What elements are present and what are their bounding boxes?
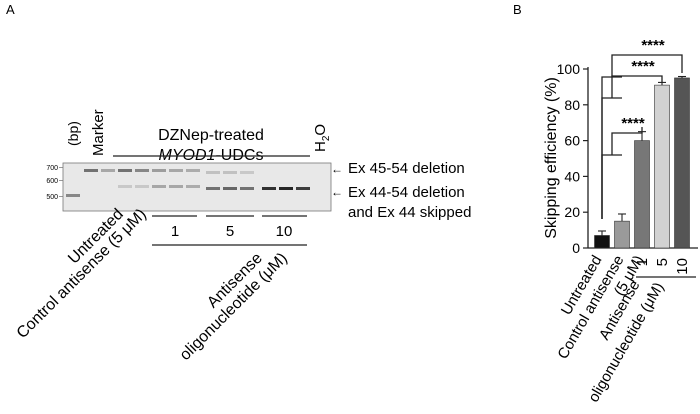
significance-bracket — [601, 54, 683, 219]
h2o-h: H — [312, 141, 329, 152]
gel-band — [240, 187, 254, 190]
gel-band — [118, 185, 132, 188]
bp-label: (bp) — [65, 121, 81, 146]
y-tick-100: 100 — [557, 61, 581, 77]
y-tick-0: 0 — [572, 240, 580, 256]
gel-band — [206, 171, 220, 174]
bar-3 — [654, 84, 670, 249]
treatment-line1: DZNep-treated — [158, 127, 264, 144]
bar-0 — [594, 235, 610, 249]
dose-label-10: 10 — [276, 223, 293, 240]
y-tick-60: 60 — [564, 133, 580, 149]
ladder-tick-700: 700 — [46, 165, 58, 172]
band-label-2a: Ex 44-54 deletion — [348, 184, 465, 201]
gel-band — [296, 187, 310, 190]
h2o-label: H2O — [312, 124, 332, 152]
gel-band — [152, 169, 166, 172]
y-tick-80: 80 — [564, 97, 580, 113]
group-label-line2: oligonucleotide (μM) — [177, 250, 291, 364]
h2o-o: O — [312, 124, 329, 136]
dose-label-1: 1 — [171, 223, 179, 240]
significance-label: **** — [641, 37, 665, 54]
gel-band — [206, 187, 220, 190]
gel-band — [169, 169, 183, 172]
gel-band — [135, 169, 149, 172]
dose-label-5: 5 — [226, 223, 234, 240]
gel-band — [186, 169, 200, 172]
dose-tick-1: 1 — [634, 258, 651, 266]
panel-a-label: A — [6, 2, 15, 17]
gel-band — [152, 185, 166, 188]
bar-series — [594, 75, 690, 249]
significance-label: **** — [631, 58, 655, 75]
ladder-tick-labels: 700 600 500 — [46, 165, 63, 201]
gel-band — [118, 169, 132, 172]
gel-band — [223, 171, 237, 174]
dose-tick-5: 5 — [654, 258, 671, 266]
panel-b-label: B — [513, 2, 522, 17]
panel-a: A (bp) Marker DZNep-treated MYOD1-UDCs H… — [6, 2, 471, 364]
gel-band — [135, 185, 149, 188]
gel-band — [186, 185, 200, 188]
significance-label: **** — [621, 115, 645, 132]
h2o-sub: 2 — [321, 135, 332, 141]
significance-bracket — [601, 75, 663, 219]
y-tick-40: 40 — [564, 168, 580, 184]
gel-band — [84, 169, 98, 172]
gel-bands — [66, 169, 310, 197]
band-label-2b: and Ex 44 skipped — [348, 204, 471, 221]
gel-band — [169, 185, 183, 188]
band-label-1-arrow: ← — [331, 162, 343, 176]
panel-b: B Skipping efficiency (%) 0 20 40 60 80 100 *… — [513, 2, 698, 405]
band-label-2-arrow: ← — [331, 185, 343, 199]
marker-label: Marker — [90, 109, 107, 156]
gel-band — [223, 187, 237, 190]
gel-band — [66, 194, 80, 197]
dose-tick-10: 10 — [674, 258, 691, 275]
y-axis-title: Skipping efficiency (%) — [543, 77, 560, 239]
gel-band — [262, 187, 276, 190]
ladder-tick-600: 600 — [46, 178, 58, 185]
bar-1 — [614, 220, 630, 249]
y-tick-20: 20 — [564, 204, 580, 220]
bar-4 — [674, 77, 690, 249]
band-label-1: Ex 45-54 deletion — [348, 160, 465, 177]
bar-2 — [634, 140, 650, 249]
gel-band — [240, 171, 254, 174]
lane-label-control: Control antisense (5 μM) — [14, 206, 150, 342]
ladder-tick-500: 500 — [46, 194, 58, 201]
significance-brackets: **** **** **** — [601, 37, 683, 219]
gel-band — [279, 187, 293, 190]
gel-band — [101, 169, 115, 172]
